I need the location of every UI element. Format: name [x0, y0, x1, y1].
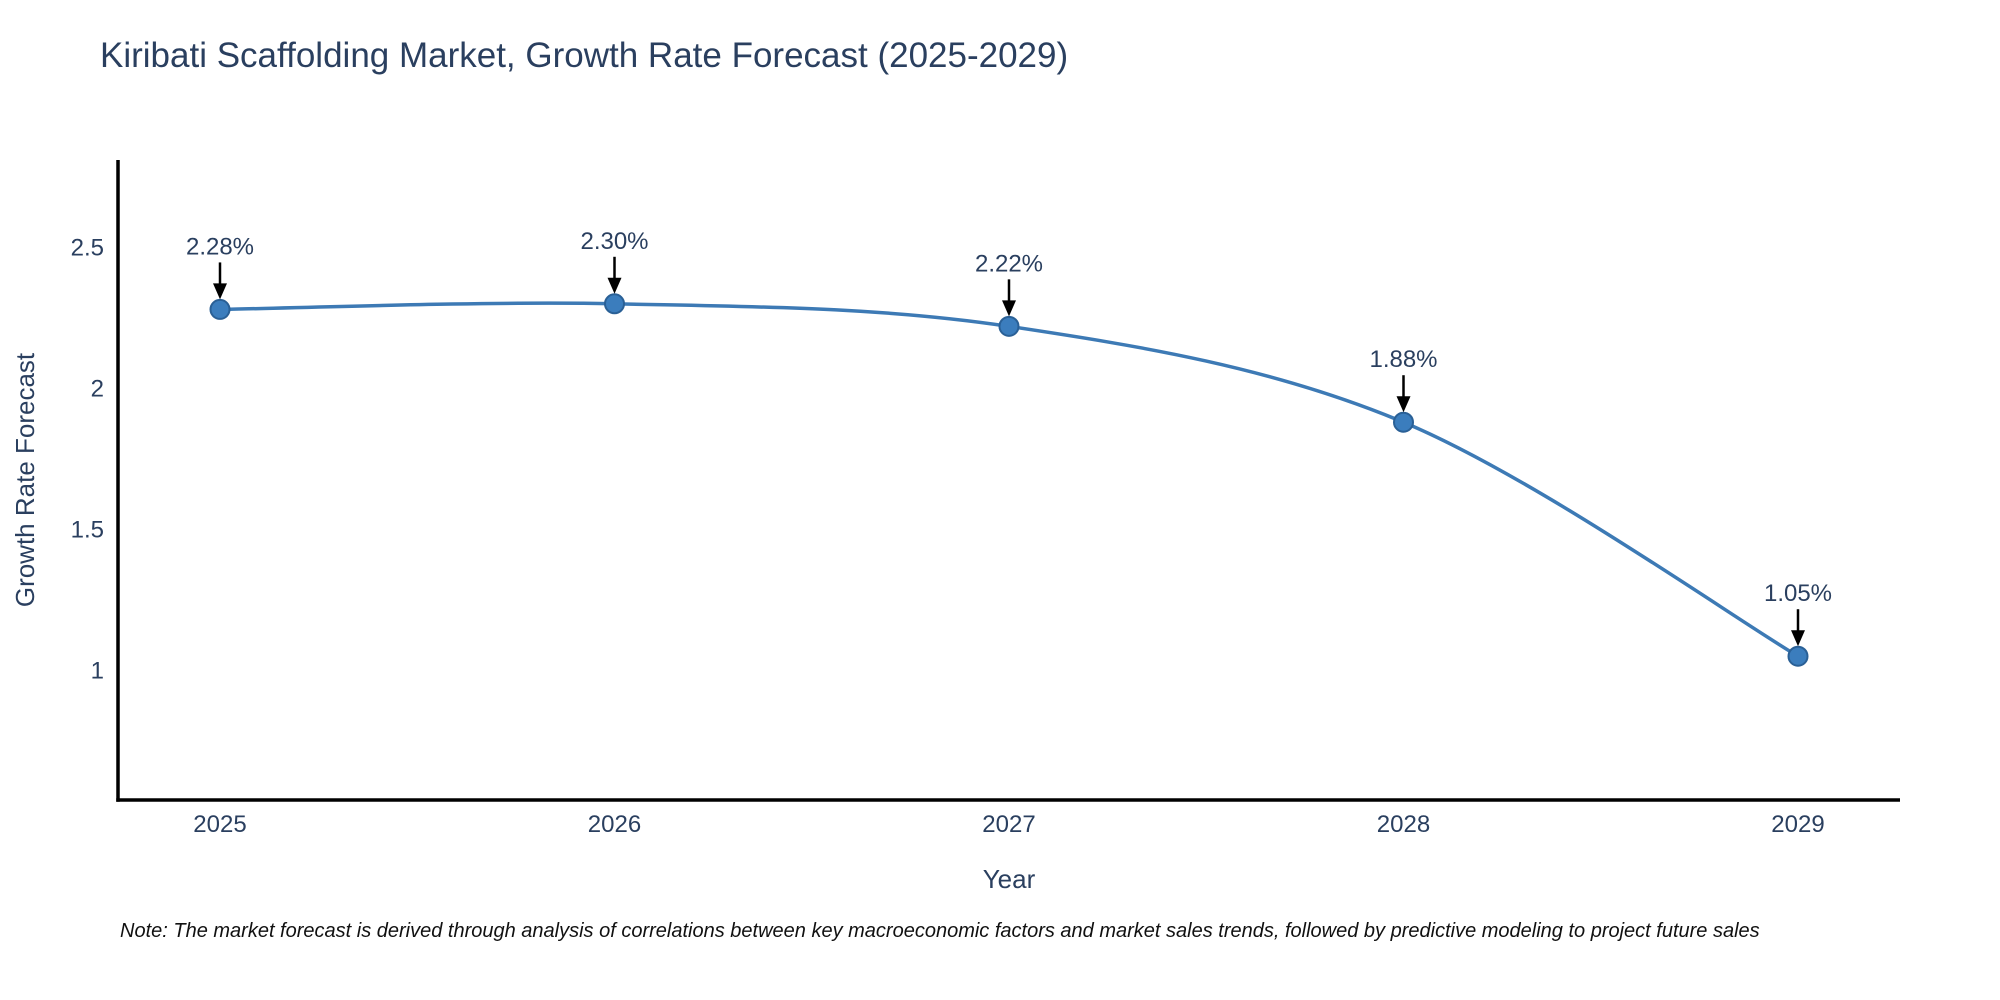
growth-rate-series-line [218, 301, 1800, 658]
point-annotation-2029: 1.05% [1764, 580, 1832, 647]
point-annotation-label: 2.22% [975, 250, 1043, 277]
data-point-2025[interactable] [209, 298, 231, 320]
point-annotation-2028: 1.88% [1369, 346, 1438, 413]
point-annotation-label: 2.30% [580, 228, 648, 255]
footnote-text: Note: The market forecast is derived thr… [120, 920, 1760, 942]
annotation-arrowhead-icon [1396, 396, 1411, 413]
data-point-2026[interactable] [604, 293, 625, 315]
point-annotation-label: 1.88% [1369, 346, 1437, 373]
x-tick-label-2029: 2029 [1771, 811, 1824, 838]
point-annotation-2026: 2.30% [580, 228, 649, 294]
y-tick-label-1: 1 [91, 657, 104, 684]
y-tick-label-1.5: 1.5 [71, 516, 104, 543]
x-tick-label-2028: 2028 [1377, 811, 1430, 838]
y-tick-label-2.5: 2.5 [71, 234, 104, 261]
x-tick-label-2025: 2025 [193, 811, 246, 838]
point-annotation-label: 1.05% [1764, 580, 1832, 607]
y-tick-label-2: 2 [91, 375, 104, 402]
annotation-arrowhead-icon [1002, 300, 1016, 317]
x-tick-label-2027: 2027 [982, 811, 1035, 838]
x-tick-label-2026: 2026 [588, 811, 641, 838]
point-annotation-2027: 2.22% [975, 250, 1043, 317]
data-point-2029[interactable] [1787, 645, 1809, 667]
data-point-2028[interactable] [1393, 411, 1414, 433]
x-axis-title: Year [983, 864, 1036, 894]
annotation-arrowhead-icon [1791, 630, 1805, 647]
point-annotation-label: 2.28% [186, 233, 254, 260]
data-point-2027[interactable] [998, 315, 1020, 337]
chart-title: Kiribati Scaffolding Market, Growth Rate… [100, 36, 1069, 75]
annotation-arrowhead-icon [213, 283, 227, 300]
point-annotation-2025: 2.28% [186, 233, 254, 300]
annotation-arrowhead-icon [607, 277, 622, 294]
y-axis-title: Growth Rate Forecast [10, 352, 40, 607]
